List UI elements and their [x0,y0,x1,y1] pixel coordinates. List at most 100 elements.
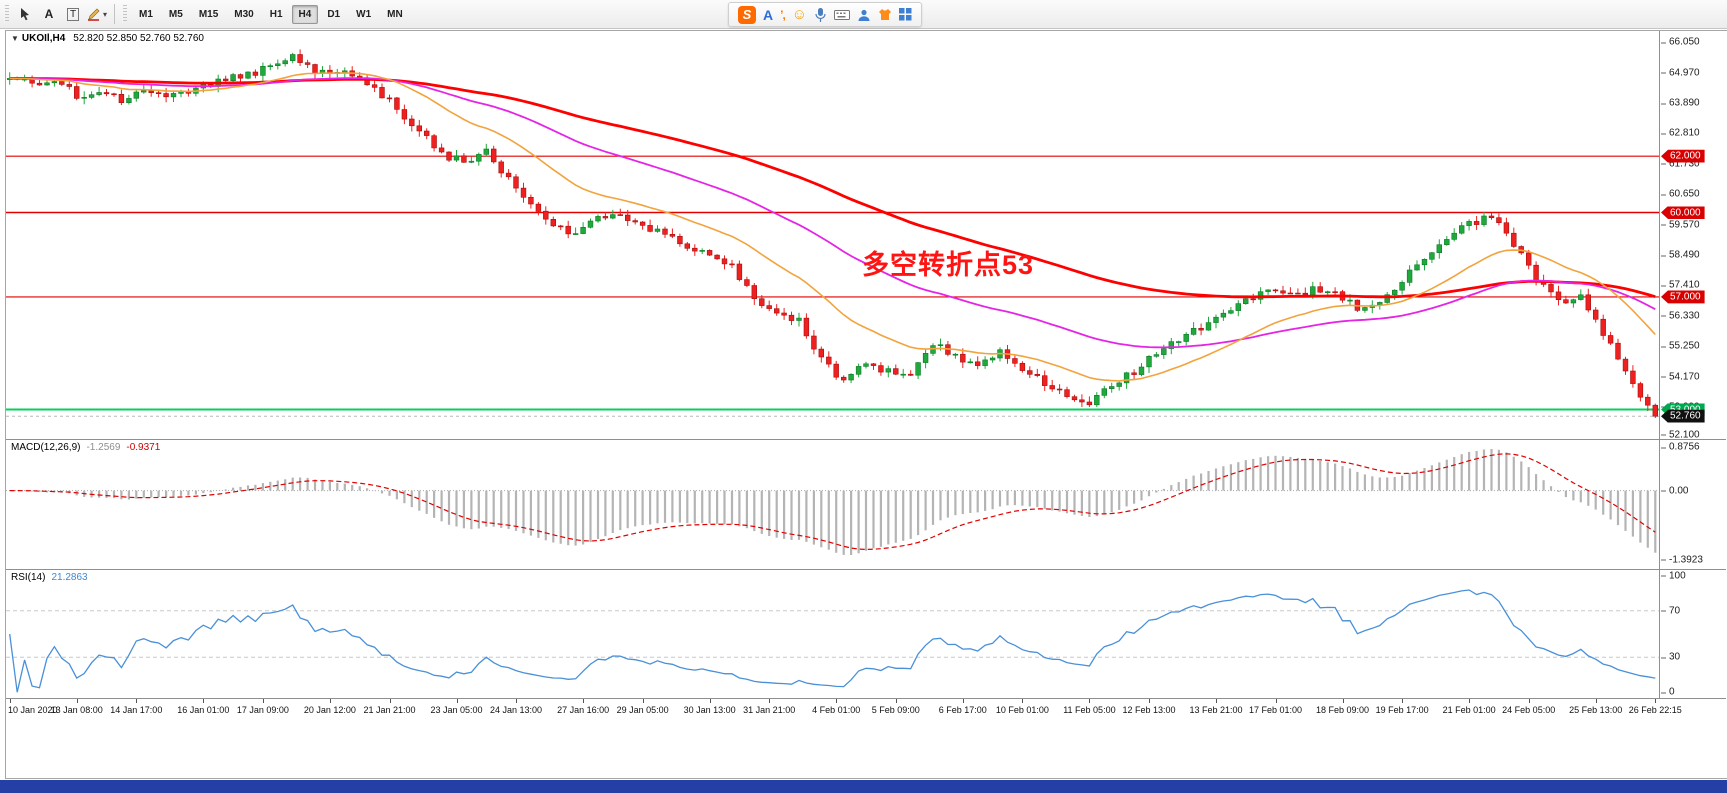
time-tick [1655,699,1657,703]
timeframe-h4[interactable]: H4 [291,4,319,24]
rsi-name: RSI(14) [11,572,46,583]
toolbox-grid-icon[interactable] [899,8,912,21]
emoji-icon[interactable]: ☺ [791,6,808,23]
text-box-tool-button[interactable]: T [62,3,84,25]
rsi-line [9,589,1656,693]
rsi-canvas[interactable] [6,570,1659,703]
input-mode-icon[interactable]: A [763,6,774,23]
time-tick [329,699,331,703]
axis-tick-label: 100 [1660,570,1686,581]
timeframe-m5[interactable]: M5 [168,8,183,20]
time-label: 10 Jan 2020 [8,705,58,715]
text-box-icon: T [66,7,80,21]
time-tick [1402,699,1404,703]
time-label: 4 Feb 01:00 [812,705,861,715]
time-label: 18 Feb 09:00 [1315,705,1370,715]
macd-value-signal: -0.9371 [126,442,161,453]
time-label: 19 Feb 17:00 [1375,705,1429,715]
timeframe-d1[interactable]: D1 [327,8,341,20]
microphone-icon[interactable] [814,7,827,23]
time-label: 16 Jan 01:00 [177,705,230,715]
text-label-tool-button[interactable]: A [38,3,60,25]
time-axis[interactable]: 10 Jan 2020 13 Jan 08:00 14 Jan 17:00 16 Ja… [6,699,1726,719]
toolbar-grip-2[interactable] [122,5,128,23]
time-tick [1275,699,1277,703]
main-price-pane[interactable]: 66.050 64.970 63.890 62.810 61.730 60.650 59.5… [6,31,1726,440]
timeframe-m1[interactable]: M1 [139,8,153,20]
time-label: 14 Jan 17:00 [110,705,163,715]
timeframe-mn[interactable]: MN [387,8,403,20]
timeframe-h1[interactable]: H1 [269,8,283,20]
time-label: 13 Feb 21:00 [1189,705,1243,715]
chevron-down-icon: ▾ [103,9,108,19]
axis-tick-label: 30 [1660,652,1680,663]
macd-label: MACD(12,26,9) -1.2569 -0.9371 [11,442,160,453]
time-tick [1149,699,1150,703]
axis-tick-label: 56.330 [1660,310,1700,321]
macd-name: MACD(12,26,9) [11,442,81,453]
time-tick [642,699,644,703]
time-label: 6 Feb 17:00 [938,705,987,715]
macd-pane[interactable]: 0.8756 0.00 -1.3923 MACD(12,26,9) -1.2569 -0… [6,440,1726,569]
symbol-dropdown-icon[interactable]: ▼ [11,34,19,43]
time-tick [1342,699,1344,703]
price-chart-canvas[interactable] [6,31,1659,444]
macd-svg [6,449,1659,555]
time-label: 11 Feb 05:00 [1063,705,1116,715]
pane-separator[interactable] [6,569,1726,570]
candles-layer [6,49,1659,418]
time-label: 12 Feb 13:00 [1122,705,1176,715]
keyboard-icon[interactable] [834,9,851,21]
chart-annotation: 多空转折点53 [862,250,1035,280]
axis-tick-label: 62.810 [1660,128,1700,139]
cursor-icon [21,8,29,21]
time-label: 13 Jan 08:00 [50,705,103,715]
time-tick [1595,699,1597,703]
skin-icon[interactable] [878,8,892,21]
rsi-svg [6,589,1659,693]
price-axis[interactable]: 66.050 64.970 63.890 62.810 61.730 60.650 59.5… [1659,31,1726,440]
time-tick [9,699,11,703]
axis-tick-label: 54.170 [1660,371,1700,382]
axis-tick-label: 70 [1660,605,1680,616]
symbol-ohlc-label: ▼ UKOIl,H4 52.820 52.850 52.760 52.760 [11,33,204,44]
time-tick [895,699,897,703]
cursor-tool-button[interactable] [14,3,36,25]
user-account-icon[interactable] [857,8,871,22]
time-label: 10 Feb 01:00 [995,705,1049,715]
timeframe-m15[interactable]: M15 [198,8,219,20]
macd-signal-line [9,453,1656,551]
axis-tick-label: 64.970 [1660,67,1700,78]
time-tick [583,699,585,703]
text-label-icon: A [44,7,54,21]
price-level-tag: 60.000 [1661,206,1705,219]
sogou-logo-icon[interactable]: S [738,5,756,24]
time-tick [836,699,838,703]
time-label: 30 Jan 13:00 [683,705,736,715]
toolbar-grip[interactable] [4,5,9,23]
time-label: 31 Jan 21:00 [743,705,796,715]
pane-separator[interactable] [6,698,1726,699]
time-label: 17 Feb 01:00 [1248,705,1303,715]
time-tick [769,699,771,703]
taskbar[interactable] [0,780,1727,793]
time-label: 27 Jan 16:00 [557,705,610,715]
rsi-pane[interactable]: 100 70 30 0 RSI(14) 21.2863 [6,570,1726,698]
axis-tick-label: 0.8756 [1660,442,1700,453]
time-tick [262,699,264,703]
pane-separator[interactable] [6,439,1726,440]
rsi-axis[interactable]: 100 70 30 0 [1659,570,1726,698]
timeframe-w1[interactable]: W1 [356,8,372,20]
time-tick [456,699,458,703]
axis-tick-label: 60.650 [1660,189,1700,200]
main-toolbar: A T ▾ M1 M5 M15 M30 H1 H4 D1 W1 MN S A ’, ☺ [0,0,1727,29]
toolbar-separator [114,4,116,24]
timeframe-m30[interactable]: M30 [234,8,254,20]
symbol-name: UKOIl,H4 [21,33,66,44]
axis-tick-label: 0.00 [1660,485,1688,496]
punctuation-icon[interactable]: ’, [780,7,786,22]
macd-axis[interactable]: 0.8756 0.00 -1.3923 [1659,440,1726,569]
macd-canvas[interactable] [6,440,1659,574]
color-picker-button[interactable]: ▾ [86,3,108,25]
time-tick [1528,699,1530,703]
